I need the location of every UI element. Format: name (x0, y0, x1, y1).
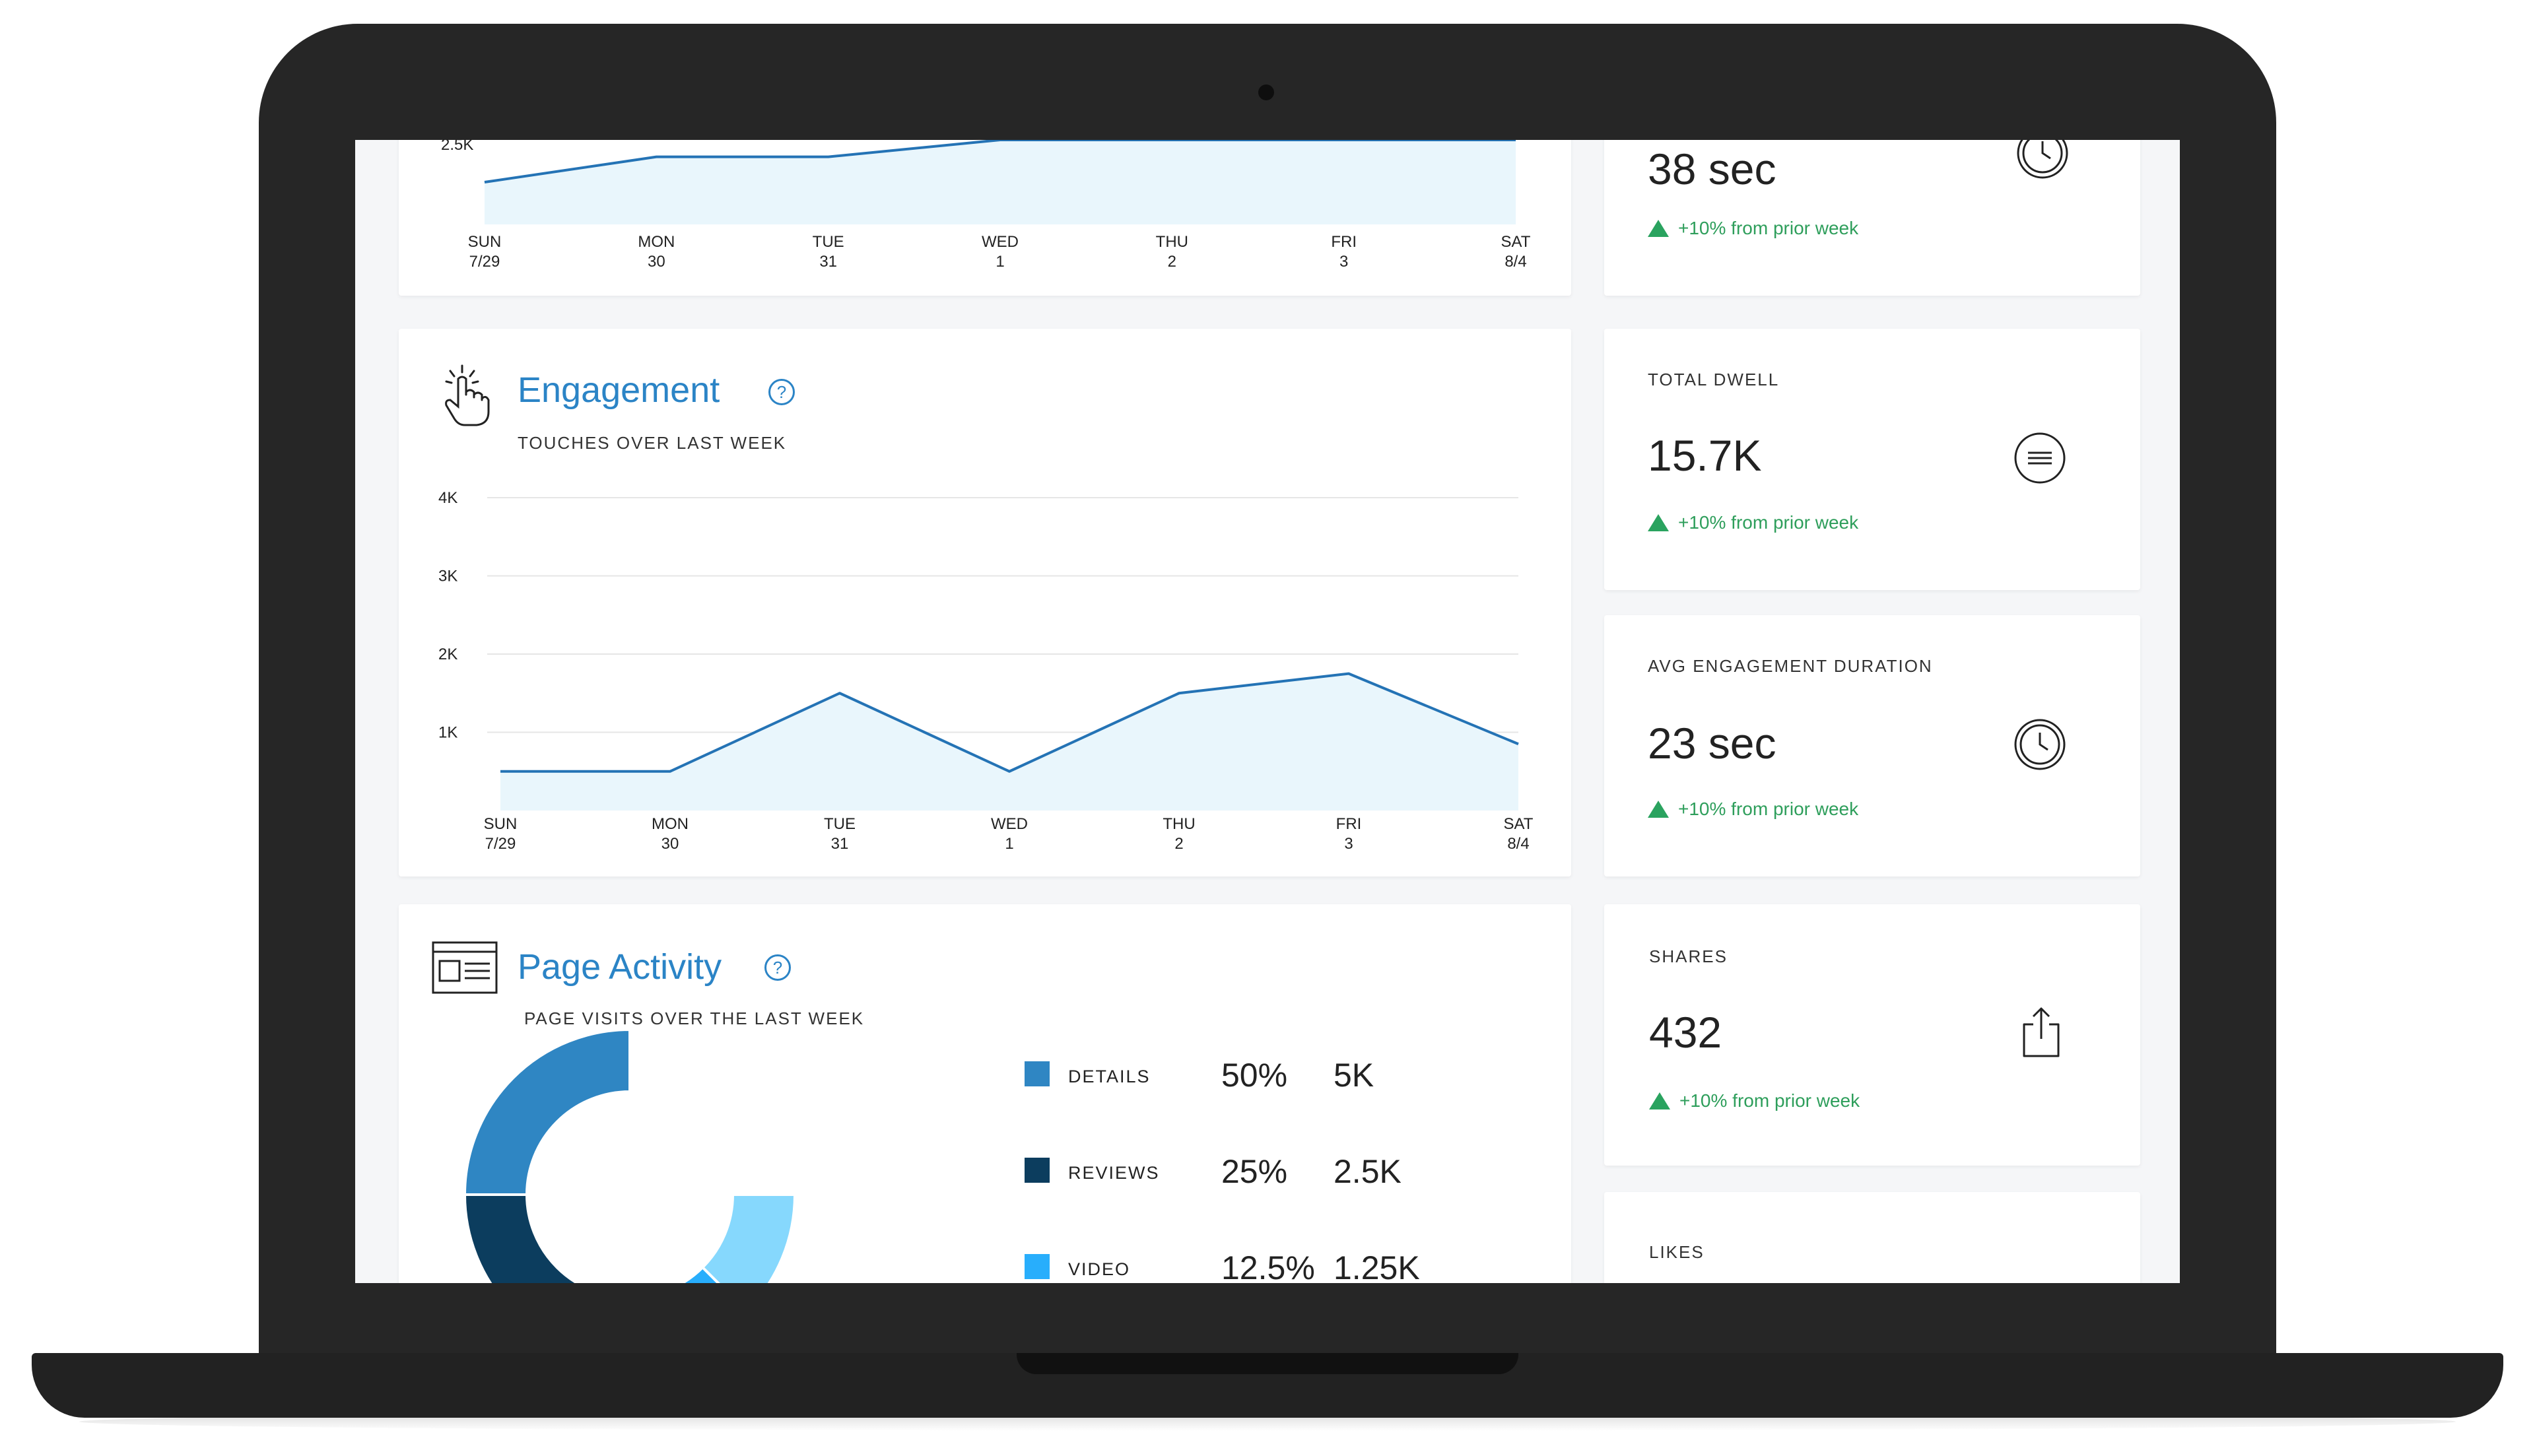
dashboard-screen[interactable]: SUN 7/29 MON 30 TUE 31 WED 1 THU 2 FRI 3 SAT 8/4 2.5K… (355, 140, 2180, 1283)
top-y-tick: 2.5K (441, 140, 474, 154)
x-tick-date: 30 (648, 253, 665, 271)
x-tick-date: 8/4 (1507, 835, 1529, 853)
kpi-card-avg-engagement: AVG ENGAGEMENT DURATION 23 sec +10% from… (1604, 615, 2140, 877)
x-tick-date: 31 (819, 253, 837, 271)
legend-swatch-video (1025, 1254, 1050, 1279)
touch-hand-icon (445, 364, 490, 426)
x-tick-date: 1 (996, 253, 1004, 271)
kpi-label: LIKES (1649, 1242, 1705, 1262)
legend-swatch-details (1025, 1061, 1050, 1086)
equals-circle-icon (2014, 432, 2066, 484)
legend-percent-video: 12.5% (1221, 1249, 1315, 1283)
share-icon[interactable] (2015, 1005, 2068, 1057)
kpi-value: 38 sec (1648, 145, 1776, 193)
kpi-card-shares: SHARES 432 +10% from prior week (1604, 904, 2140, 1166)
page-activity-subtitle: PAGE VISITS OVER THE LAST WEEK (524, 1009, 865, 1028)
x-tick-day: SAT (1504, 815, 1534, 833)
x-tick-day: TUE (813, 233, 844, 251)
x-tick-day: MON (652, 815, 689, 833)
y-tick-label: 4K (438, 489, 457, 507)
kpi-card-total-dwell: TOTAL DWELL 15.7K +10% from prior week (1604, 329, 2140, 590)
donut-slice-reviews (465, 1193, 580, 1283)
x-tick-day: SUN (468, 233, 502, 251)
legend-value-video: 1.25K (1334, 1249, 1420, 1283)
kpi-label: AVG ENGAGEMENT DURATION (1648, 656, 1933, 676)
legend-name-video: VIDEO (1068, 1259, 1131, 1279)
trend-up-icon (1648, 514, 1669, 531)
legend-percent-details: 50% (1221, 1057, 1288, 1094)
x-tick-day: THU (1156, 233, 1188, 251)
x-tick-day: THU (1163, 815, 1195, 833)
x-tick-date: 31 (831, 835, 849, 853)
x-tick-day: SUN (484, 815, 518, 833)
trend-up-icon (1649, 1092, 1670, 1109)
browser-page-icon (432, 941, 498, 994)
kpi-card-duration: 38 sec +10% from prior week (1604, 140, 2140, 296)
engagement-area-chart: 1K 2K 3K 4K SUN 7/29 MON 30 TUE 31 WED 1 THU 2 FRI 3 SAT… (438, 489, 1534, 853)
engagement-card: Engagement ? TOUCHES OVER LAST WEEK 1K 2K… (399, 329, 1571, 877)
donut-slice-other (700, 1193, 797, 1283)
y-tick-label: 1K (438, 724, 457, 742)
clock-icon (2014, 719, 2066, 770)
x-tick-day: WED (991, 815, 1028, 833)
x-tick-day: SAT (1501, 233, 1531, 251)
x-tick-date: 8/4 (1504, 253, 1526, 271)
x-tick-date: 2 (1174, 835, 1183, 853)
engagement-subtitle: TOUCHES OVER LAST WEEK (518, 433, 787, 453)
kpi-card-likes: LIKES (1604, 1192, 2140, 1283)
clock-icon (2017, 140, 2068, 179)
kpi-value: 23 sec (1648, 719, 1776, 768)
donut-slice-video (679, 1265, 720, 1283)
top-chart-card: SUN 7/29 MON 30 TUE 31 WED 1 THU 2 FRI 3 SAT 8/4 2.5K (399, 140, 1571, 296)
kpi-trend-text: +10% from prior week (1678, 218, 1859, 238)
kpi-value: 15.7K (1648, 431, 1762, 480)
page-activity-title: Page Activity (518, 947, 722, 987)
legend-swatch-reviews (1025, 1158, 1050, 1183)
x-tick-day: FRI (1336, 815, 1362, 833)
x-tick-day: MON (638, 233, 675, 251)
kpi-label: SHARES (1649, 946, 1728, 966)
x-tick-day: WED (982, 233, 1019, 251)
engagement-title: Engagement (518, 370, 720, 410)
x-tick-day: TUE (824, 815, 856, 833)
legend-percent-reviews: 25% (1221, 1153, 1288, 1190)
kpi-trend-text: +10% from prior week (1679, 1090, 1860, 1111)
x-tick-date: 2 (1168, 253, 1176, 271)
webcam (1258, 84, 1274, 100)
series-area (500, 673, 1518, 811)
x-tick-date: 7/29 (469, 253, 500, 271)
kpi-label: TOTAL DWELL (1648, 370, 1780, 389)
page-activity-help-button[interactable]: ? (764, 954, 791, 981)
kpi-trend: +10% from prior week (1649, 1090, 1860, 1111)
y-tick-label: 3K (438, 568, 457, 585)
x-tick-date: 1 (1005, 835, 1013, 853)
kpi-trend-text: +10% from prior week (1678, 799, 1859, 819)
kpi-trend: +10% from prior week (1648, 218, 1858, 239)
laptop-notch (1017, 1353, 1518, 1374)
x-tick-date: 3 (1344, 835, 1353, 853)
legend-name-reviews: REVIEWS (1068, 1163, 1160, 1183)
x-tick-day: FRI (1331, 233, 1357, 251)
legend-name-details: DETAILS (1068, 1067, 1151, 1086)
x-tick-date: 3 (1339, 253, 1348, 271)
page-visits-donut-chart (465, 1030, 797, 1283)
page-activity-card: Page Activity ? PAGE VISITS OVER THE LAS… (399, 904, 1571, 1283)
trend-up-icon (1648, 801, 1669, 818)
top-area-chart: SUN 7/29 MON 30 TUE 31 WED 1 THU 2 FRI 3 SAT 8/4 (468, 140, 1531, 271)
kpi-trend: +10% from prior week (1648, 512, 1858, 533)
legend-value-reviews: 2.5K (1334, 1153, 1402, 1190)
kpi-value: 432 (1649, 1008, 1722, 1057)
x-tick-date: 7/29 (485, 835, 516, 853)
kpi-trend: +10% from prior week (1648, 799, 1858, 820)
kpi-trend-text: +10% from prior week (1678, 512, 1859, 533)
trend-up-icon (1648, 220, 1669, 237)
series-area (485, 140, 1516, 224)
x-tick-date: 30 (661, 835, 679, 853)
engagement-help-button[interactable]: ? (768, 379, 795, 405)
y-tick-label: 2K (438, 645, 457, 663)
legend-value-details: 5K (1334, 1057, 1374, 1094)
